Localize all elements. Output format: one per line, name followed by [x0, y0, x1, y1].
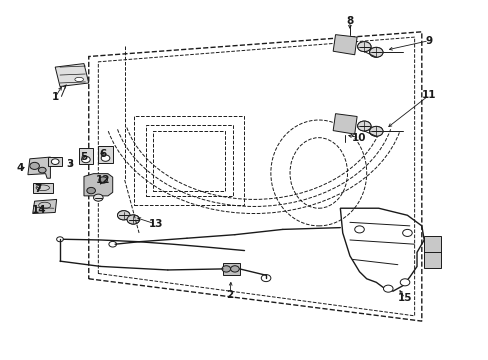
Text: 8: 8	[346, 15, 353, 26]
Text: 6: 6	[99, 149, 106, 158]
Circle shape	[230, 266, 239, 272]
Polygon shape	[223, 263, 239, 275]
Circle shape	[117, 211, 130, 220]
Circle shape	[39, 167, 46, 173]
Circle shape	[369, 48, 382, 57]
Circle shape	[369, 126, 382, 136]
Polygon shape	[33, 183, 53, 193]
Text: 2: 2	[226, 290, 233, 300]
Circle shape	[354, 226, 364, 233]
Text: 4: 4	[17, 163, 24, 173]
Circle shape	[30, 162, 40, 170]
Circle shape	[399, 279, 409, 286]
Circle shape	[81, 156, 90, 163]
Text: 11: 11	[421, 90, 435, 100]
Polygon shape	[332, 114, 356, 134]
Circle shape	[357, 121, 370, 131]
Circle shape	[127, 215, 139, 224]
Circle shape	[93, 194, 103, 201]
Text: 9: 9	[425, 36, 432, 46]
Text: 5: 5	[80, 152, 87, 162]
Circle shape	[357, 42, 370, 51]
Circle shape	[369, 126, 382, 136]
Circle shape	[87, 188, 95, 194]
Circle shape	[261, 275, 270, 282]
Text: 13: 13	[148, 219, 163, 229]
Circle shape	[109, 242, 116, 247]
Circle shape	[57, 237, 63, 242]
Circle shape	[357, 42, 370, 51]
Polygon shape	[79, 148, 92, 164]
Ellipse shape	[75, 77, 83, 82]
Text: 12: 12	[96, 175, 110, 185]
Circle shape	[101, 155, 110, 161]
Polygon shape	[332, 35, 356, 55]
Text: 3: 3	[66, 159, 73, 169]
Circle shape	[117, 211, 130, 220]
Circle shape	[383, 285, 392, 292]
Circle shape	[222, 266, 230, 272]
Text: 14: 14	[32, 205, 47, 215]
Text: 7: 7	[34, 184, 41, 194]
Polygon shape	[424, 237, 440, 268]
Circle shape	[127, 215, 139, 224]
Polygon shape	[48, 157, 62, 166]
Circle shape	[402, 229, 411, 237]
Text: 10: 10	[351, 133, 366, 143]
Text: 15: 15	[397, 293, 411, 303]
Text: 1: 1	[51, 92, 59, 102]
Circle shape	[99, 177, 107, 183]
Polygon shape	[84, 174, 112, 196]
Circle shape	[51, 159, 59, 165]
Polygon shape	[33, 199, 57, 213]
Polygon shape	[55, 64, 89, 86]
Circle shape	[357, 121, 370, 131]
Polygon shape	[28, 157, 50, 178]
Circle shape	[369, 48, 382, 57]
Polygon shape	[98, 146, 112, 163]
